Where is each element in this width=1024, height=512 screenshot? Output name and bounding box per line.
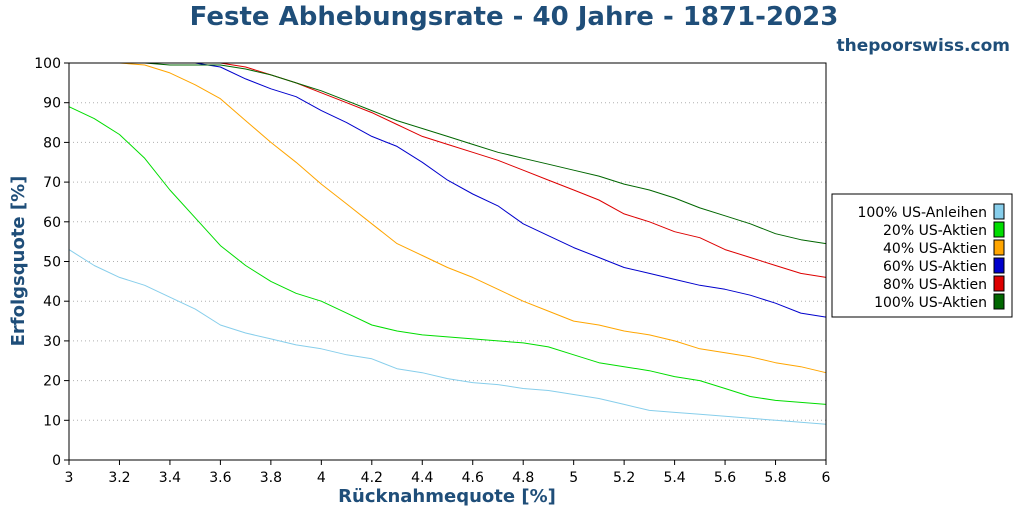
x-tick-label: 4.2 <box>361 470 383 486</box>
x-axis-ticks: 3 3.2 3.4 3.6 3.8 4 4.2 4.4 4.6 4.8 5 5.2 5.4 5.6 5.8 6 <box>65 460 831 486</box>
plot-frame <box>68 62 827 461</box>
x-tick-label: 5.8 <box>764 470 786 486</box>
y-tick-label: 40 <box>43 294 61 310</box>
x-tick-label: 3.6 <box>209 470 231 486</box>
legend-label: 20% US-Aktien <box>883 223 987 239</box>
y-tick-label: 50 <box>43 255 61 271</box>
y-tick-label: 20 <box>43 374 61 390</box>
legend-swatch <box>993 221 1005 238</box>
legend-swatch <box>993 239 1005 256</box>
x-tick-label: 5.6 <box>714 470 736 486</box>
legend-label: 80% US-Aktien <box>883 277 987 293</box>
y-axis-ticks: 0 10 20 30 40 50 60 70 80 90 100 <box>34 56 69 469</box>
chart-title: Feste Abhebungsrate - 40 Jahre - 1871-20… <box>190 2 839 32</box>
y-tick-label: 90 <box>43 96 61 112</box>
x-tick-label: 5 <box>569 470 578 486</box>
y-tick-label: 100 <box>34 56 61 72</box>
site-watermark: thepoorswiss.com <box>837 36 1011 56</box>
y-axis-label: Erfolgsquote [%] <box>8 176 29 347</box>
series-line-5 <box>69 62 827 278</box>
x-tick-label: 6 <box>822 470 831 486</box>
x-tick-label: 3.4 <box>159 470 181 486</box>
x-axis-label: Rücknahmequote [%] <box>338 486 556 507</box>
x-tick-label: 3.8 <box>260 470 282 486</box>
grid-lines <box>69 102 826 421</box>
legend-swatch <box>993 257 1005 274</box>
legend-label: 100% US-Aktien <box>874 295 987 311</box>
y-tick-label: 30 <box>43 334 61 350</box>
series-line-3 <box>69 62 827 374</box>
series-line-4 <box>69 62 827 318</box>
x-tick-label: 4.8 <box>512 470 534 486</box>
y-tick-label: 60 <box>43 215 61 231</box>
series-line-6 <box>69 62 827 245</box>
series-line-2 <box>68 106 827 405</box>
x-tick-label: 4.4 <box>411 470 433 486</box>
legend-box <box>831 193 1013 318</box>
y-tick-label: 80 <box>43 135 61 151</box>
series-lines <box>68 62 827 425</box>
x-tick-label: 5.2 <box>613 470 635 486</box>
legend-label: 60% US-Aktien <box>883 259 987 275</box>
legend-label: 40% US-Aktien <box>883 241 987 257</box>
legend-label: 100% US-Anleihen <box>857 205 987 221</box>
x-tick-label: 4.6 <box>462 470 484 486</box>
legend-swatch <box>993 203 1005 220</box>
y-tick-label: 0 <box>52 453 61 469</box>
legend-swatch <box>993 275 1005 292</box>
x-tick-label: 3.2 <box>108 470 130 486</box>
x-tick-label: 4 <box>317 470 326 486</box>
legend-swatch <box>993 293 1005 310</box>
y-tick-label: 10 <box>43 413 61 429</box>
x-tick-label: 3 <box>65 470 74 486</box>
y-tick-label: 70 <box>43 175 61 191</box>
x-tick-label: 5.4 <box>663 470 685 486</box>
series-line-1 <box>68 249 827 425</box>
legend: 100% US-Anleihen 20% US-Aktien 40% US-Akti… <box>831 193 1013 318</box>
